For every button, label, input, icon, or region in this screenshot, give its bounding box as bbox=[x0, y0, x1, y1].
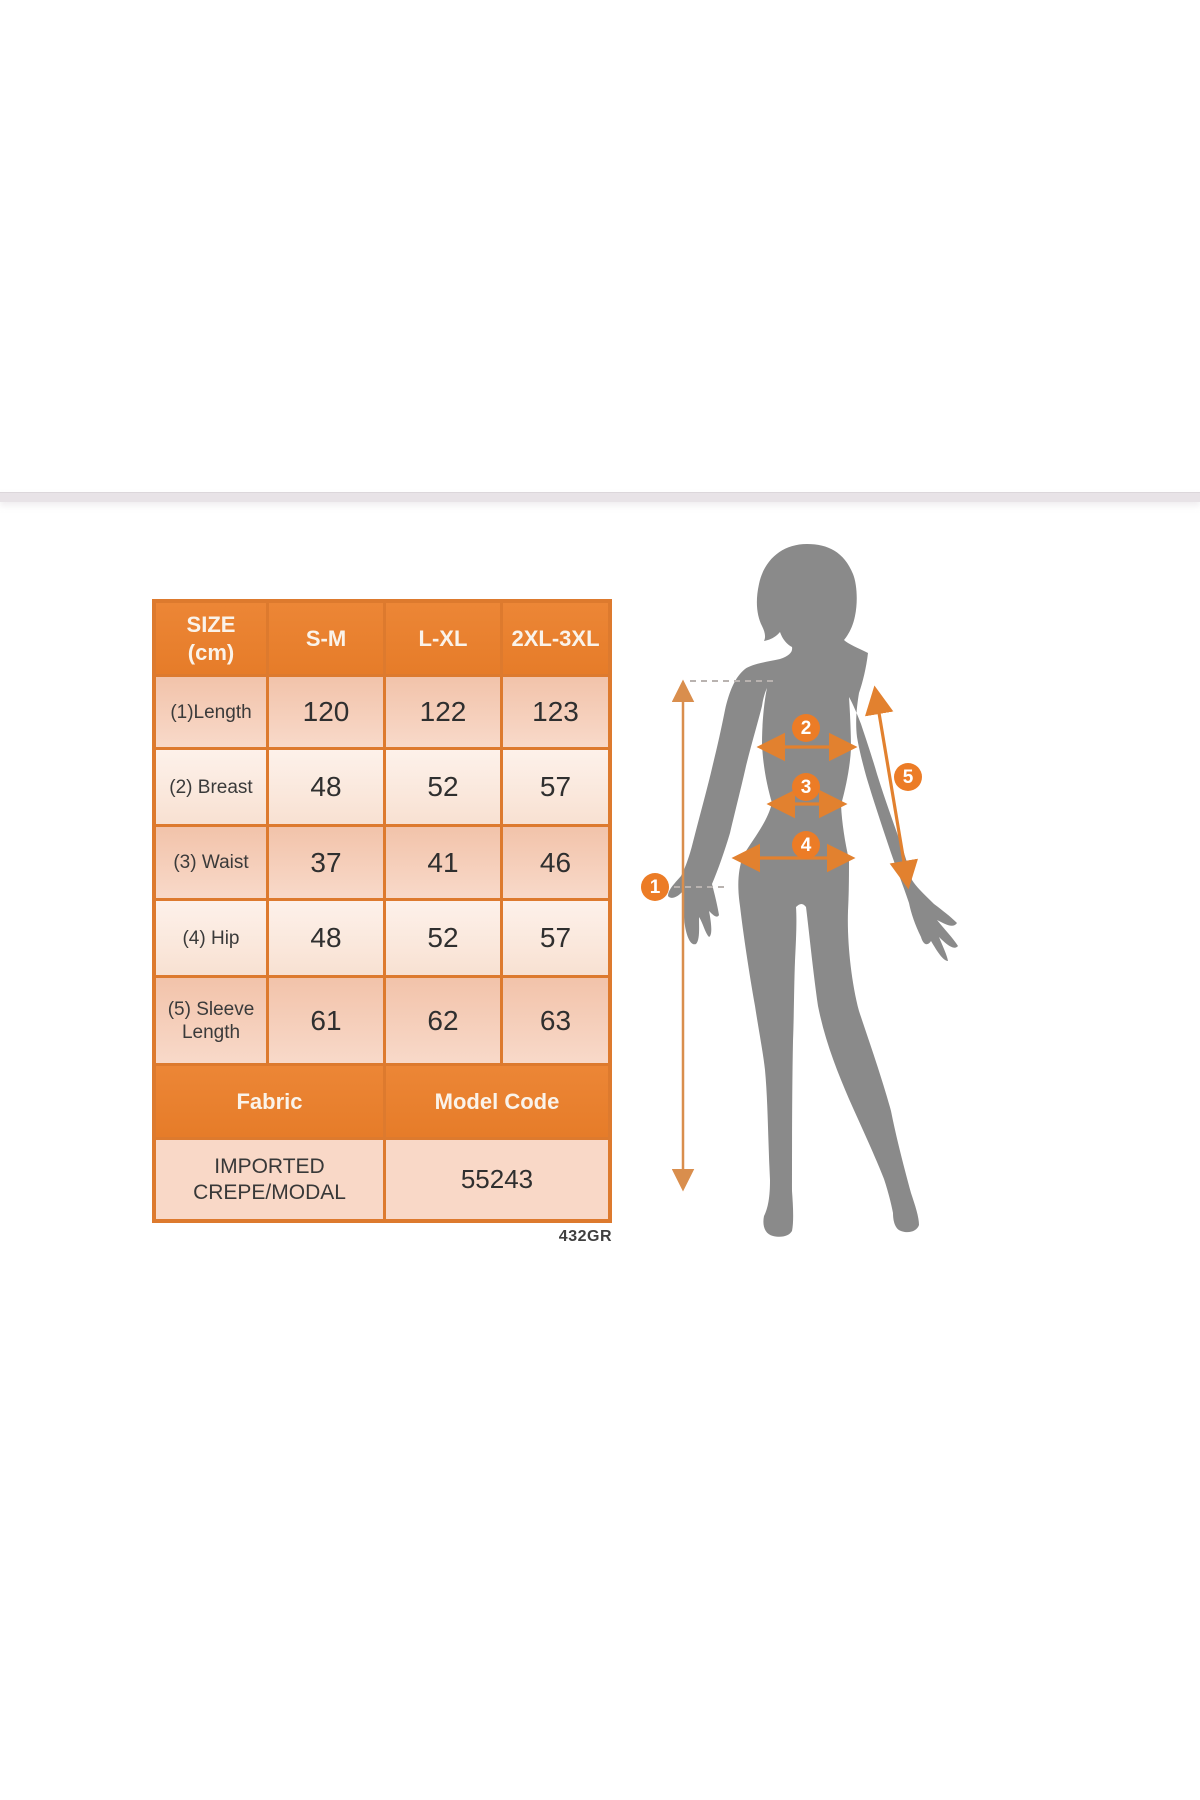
measure-badge-5: 5 bbox=[894, 763, 922, 791]
row-label-hip: (4) Hip bbox=[156, 901, 266, 975]
row-label-waist: (3) Waist bbox=[156, 827, 266, 898]
value-waist-lxl: 41 bbox=[386, 827, 500, 898]
value-length-sm: 120 bbox=[269, 677, 383, 747]
fabric-header: Fabric bbox=[156, 1066, 383, 1137]
row-label-breast: (2) Breast bbox=[156, 750, 266, 824]
size-header-line1: SIZE bbox=[186, 611, 236, 637]
measure-badge-4: 4 bbox=[792, 831, 820, 859]
column-header-sm: S-M bbox=[269, 603, 383, 674]
model-code-value: 55243 bbox=[386, 1140, 608, 1219]
size-chart-table: SIZE (cm) S-M L-XL 2XL-3XL (1)Length 120… bbox=[152, 599, 612, 1223]
measure-badge-2: 2 bbox=[792, 714, 820, 742]
value-sleeve-lxl: 62 bbox=[386, 978, 500, 1063]
value-sleeve-2xl3xl: 63 bbox=[503, 978, 608, 1063]
value-breast-lxl: 52 bbox=[386, 750, 500, 824]
size-header-cell: SIZE (cm) bbox=[156, 603, 266, 674]
measure-badge-3: 3 bbox=[792, 773, 820, 801]
value-waist-sm: 37 bbox=[269, 827, 383, 898]
woman-silhouette bbox=[668, 544, 958, 1237]
value-length-2xl3xl: 123 bbox=[503, 677, 608, 747]
value-waist-2xl3xl: 46 bbox=[503, 827, 608, 898]
value-breast-2xl3xl: 57 bbox=[503, 750, 608, 824]
value-hip-sm: 48 bbox=[269, 901, 383, 975]
sleeve-arrow-icon bbox=[864, 685, 919, 890]
value-length-lxl: 122 bbox=[386, 677, 500, 747]
value-hip-2xl3xl: 57 bbox=[503, 901, 608, 975]
fabric-value: IMPORTED CREPE/MODAL bbox=[156, 1140, 383, 1219]
value-breast-sm: 48 bbox=[269, 750, 383, 824]
row-label-length: (1)Length bbox=[156, 677, 266, 747]
column-header-2xl3xl: 2XL-3XL bbox=[503, 603, 608, 674]
body-measurement-diagram bbox=[668, 544, 958, 1237]
value-sleeve-sm: 61 bbox=[269, 978, 383, 1063]
page-divider bbox=[0, 492, 1200, 502]
model-code-header: Model Code bbox=[386, 1066, 608, 1137]
measure-badge-1: 1 bbox=[641, 873, 669, 901]
size-header-line2: (cm) bbox=[187, 639, 235, 665]
value-hip-lxl: 52 bbox=[386, 901, 500, 975]
column-header-lxl: L-XL bbox=[386, 603, 500, 674]
row-label-sleeve-length: (5) Sleeve Length bbox=[156, 978, 266, 1063]
corner-note: 432GR bbox=[558, 1228, 612, 1245]
